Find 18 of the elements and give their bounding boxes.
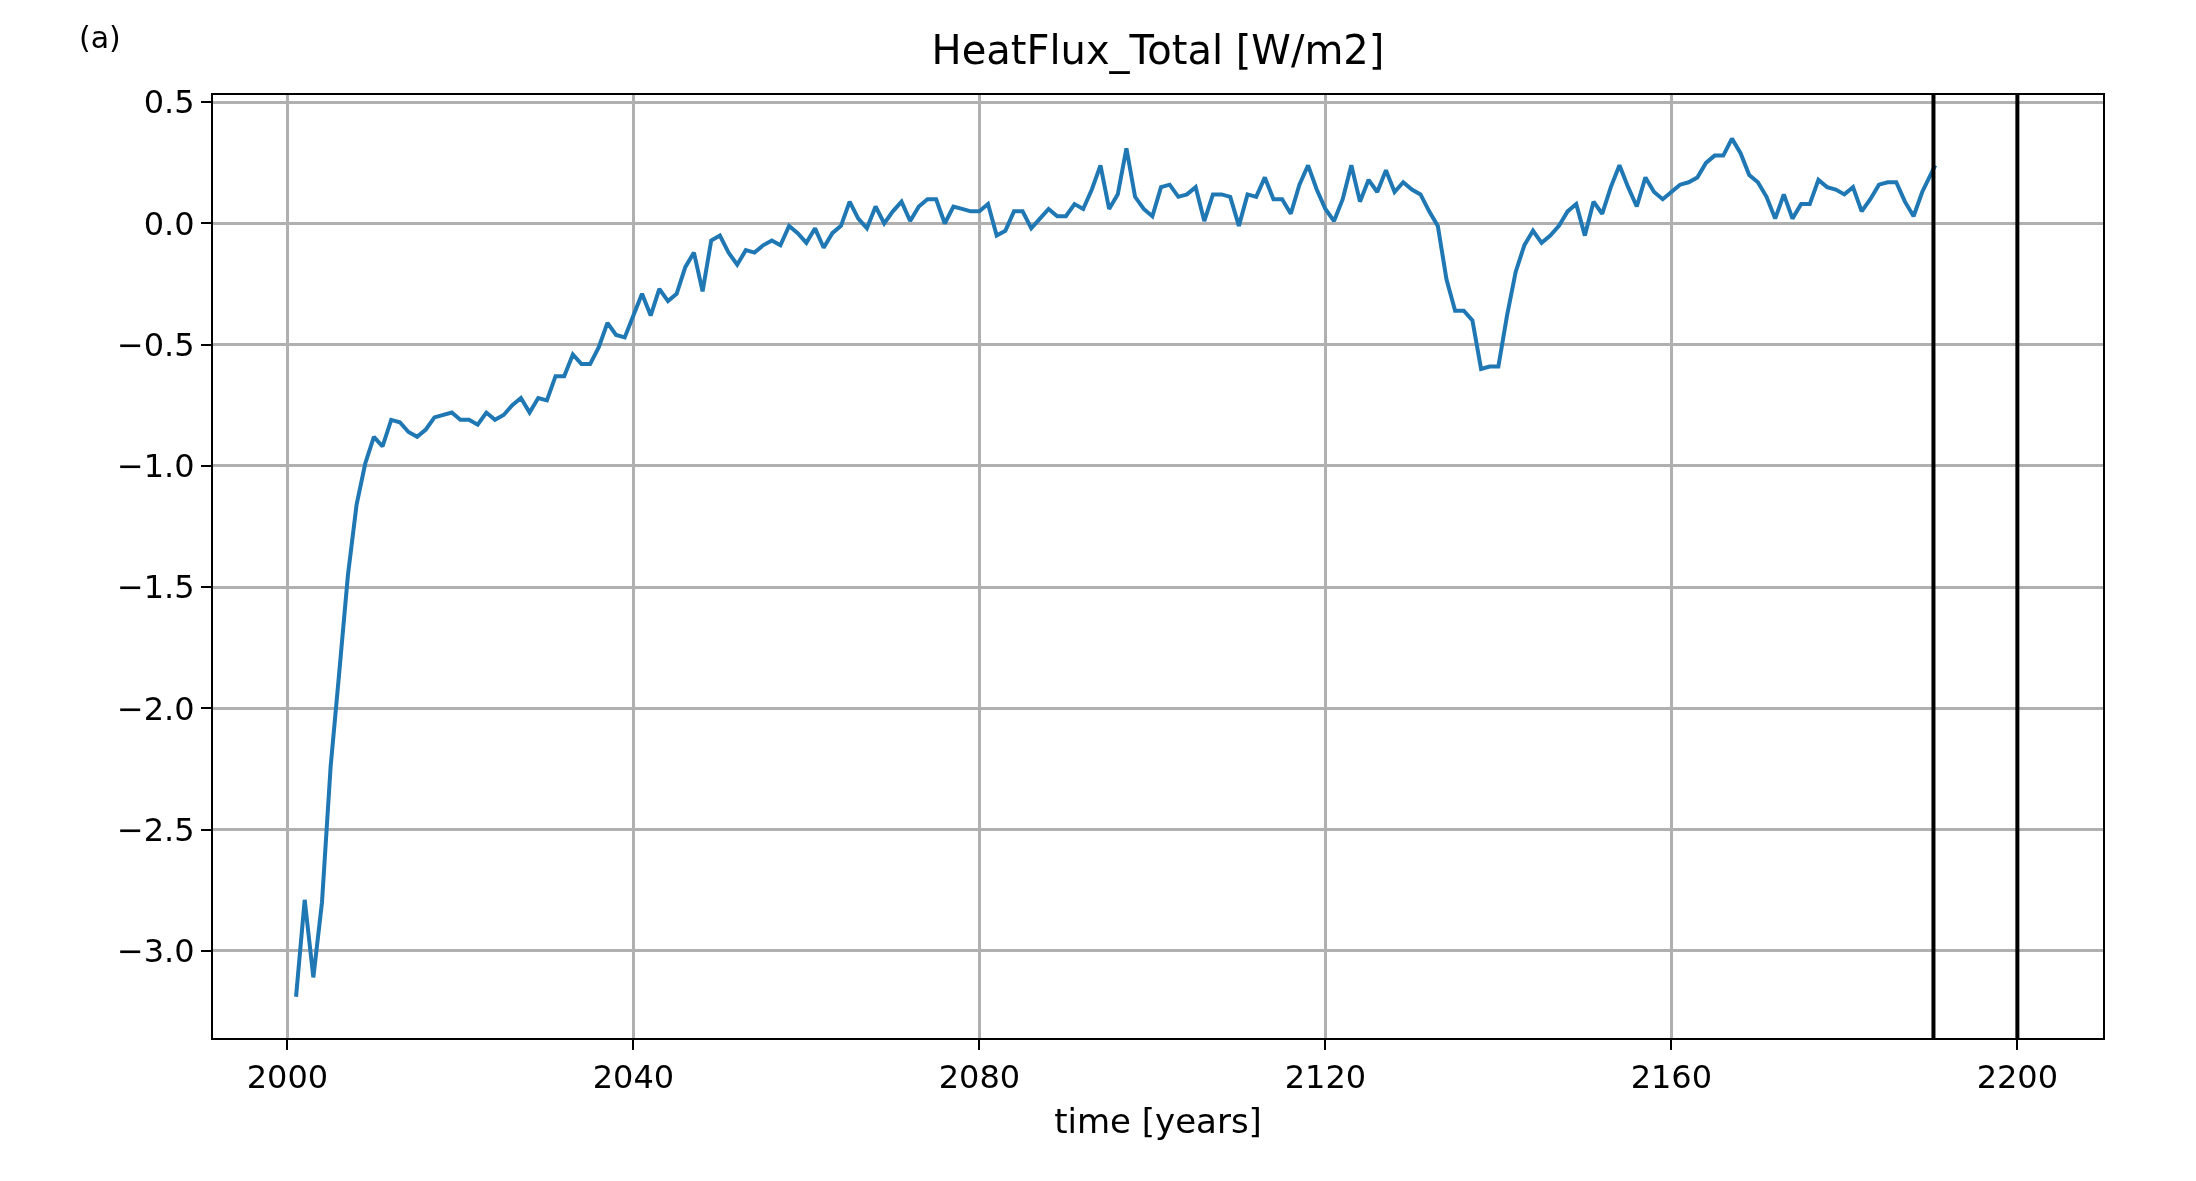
line-series (294, 136, 1938, 999)
x-tick-label: 2120 (1284, 1058, 1367, 1097)
text: (a) (79, 20, 121, 55)
y-tick-label: 0.0 (143, 204, 195, 243)
x-axis-title: time [years] (1054, 1101, 1262, 1142)
x-tick-label: 2080 (938, 1058, 1021, 1097)
y-tick-label: −1.5 (116, 568, 195, 607)
y-tick-label: 0.5 (143, 83, 195, 122)
chart-title: HeatFlux_Total [W/m2] (931, 27, 1385, 74)
x-tick-label: 2200 (1976, 1058, 2059, 1097)
x-tick-label: 2160 (1630, 1058, 1713, 1097)
y-tick-label: −2.0 (116, 689, 195, 728)
y-tick-label: −2.5 (116, 810, 195, 849)
y-tick-label: −3.0 (116, 931, 195, 970)
x-tick-label: 2040 (592, 1058, 675, 1097)
y-tick-label: −1.0 (116, 447, 195, 486)
x-tick-label: 2000 (246, 1058, 329, 1097)
y-tick-label: −0.5 (116, 325, 195, 364)
